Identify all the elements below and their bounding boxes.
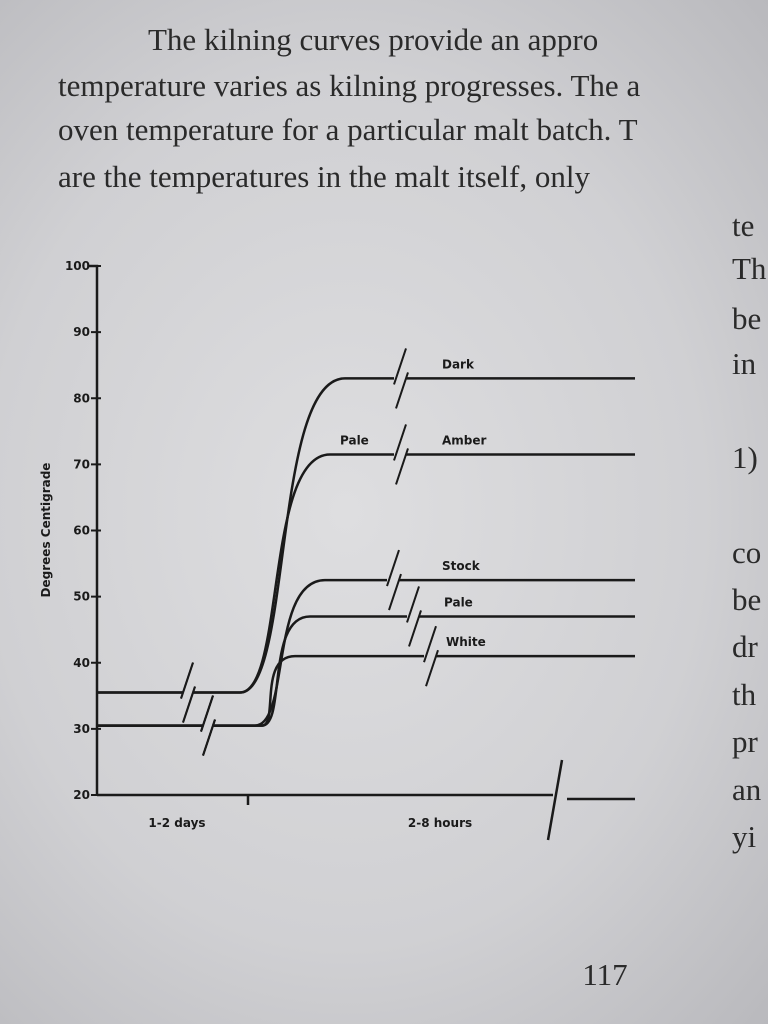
rise-curve <box>239 453 635 694</box>
y-tick-label: 30 <box>73 722 90 736</box>
rise-curve <box>261 654 635 727</box>
text-line: are the temperatures in the malt itself,… <box>58 159 590 194</box>
margin-fragment: an <box>732 772 762 807</box>
y-tick-label: 80 <box>73 391 90 405</box>
rise-curve <box>261 615 635 727</box>
x-category-label: 1-2 days <box>148 816 205 830</box>
phase-two-break <box>393 424 409 485</box>
text-line: The kilning curves provide an appro <box>148 22 598 57</box>
margin-fragment: 1) <box>732 440 758 475</box>
y-tick-label: 20 <box>73 788 90 802</box>
phase-one-break <box>200 695 216 756</box>
margin-fragment: dr <box>732 629 759 664</box>
y-tick-label: 100 <box>65 259 90 273</box>
margin-fragment: pr <box>732 724 759 759</box>
margin-fragment: co <box>732 535 761 570</box>
curve-label: Stock <box>442 559 481 573</box>
text-line: temperature varies as kilning progresses… <box>58 68 640 103</box>
y-tick-label: 40 <box>73 656 90 670</box>
phase-two-break <box>393 348 409 409</box>
x-axis <box>97 759 635 841</box>
margin-fragment: th <box>732 677 757 712</box>
phase-two-break <box>406 586 422 647</box>
margin-fragment: in <box>732 346 757 381</box>
curve-annotation: Pale <box>340 433 369 447</box>
curve-label: Amber <box>442 433 487 447</box>
x-category-label: 2-8 hours <box>408 816 472 830</box>
margin-fragment: be <box>732 582 761 617</box>
text-line: oven temperature for a particular malt b… <box>58 112 638 147</box>
curve-label: White <box>446 635 486 649</box>
curve-label: Dark <box>442 357 475 371</box>
y-axis-title: Degrees Centigrade <box>39 463 53 598</box>
y-tick-label: 90 <box>73 325 90 339</box>
margin-fragment: yi <box>732 819 757 854</box>
curve-label: Pale <box>444 595 473 609</box>
page-number: 117 <box>582 957 627 992</box>
phase-two-break <box>386 549 402 611</box>
y-tick-label: 50 <box>73 590 90 604</box>
margin-fragment: be <box>732 301 761 336</box>
y-tick-label: 60 <box>73 524 90 538</box>
y-tick-label: 70 <box>73 457 90 471</box>
rise-curve <box>239 377 635 694</box>
phase-one-break <box>180 662 196 723</box>
margin-fragment: Th <box>732 251 767 286</box>
phase-two-break <box>423 625 439 687</box>
margin-fragment: te <box>732 208 754 243</box>
